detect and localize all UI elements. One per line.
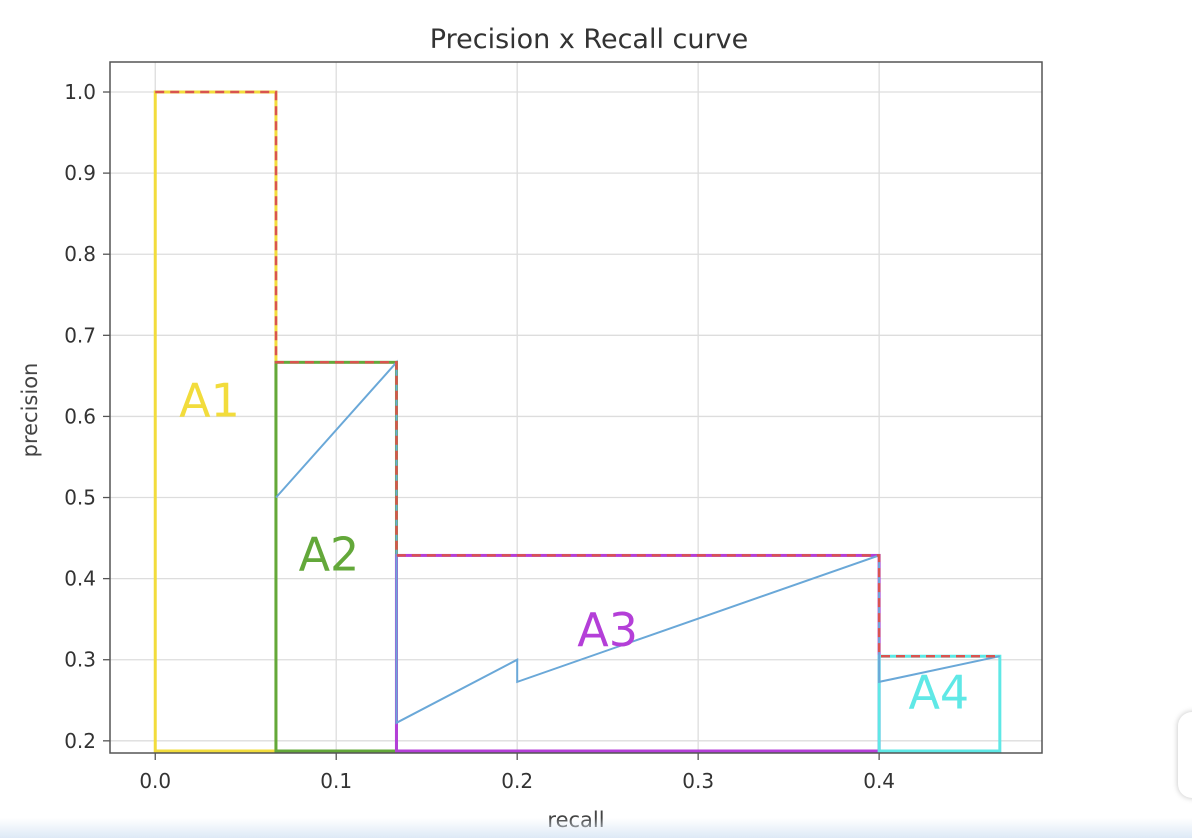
- x-tick-label: 0.0: [139, 769, 171, 793]
- y-axis-label: precision: [18, 363, 42, 458]
- plot-frame: [109, 61, 1043, 754]
- area-rect-a4: [877, 654, 1002, 753]
- x-tick-label: 0.4: [863, 769, 895, 793]
- y-tick-label: 0.8: [64, 242, 96, 266]
- y-tick-label: 1.0: [64, 80, 96, 104]
- region-label-a4: A4: [908, 665, 969, 719]
- x-tick-label: 0.1: [320, 769, 352, 793]
- chart-title: Precision x Recall curve: [430, 24, 748, 55]
- y-tick-label: 0.5: [64, 486, 96, 510]
- region-label-a3: A3: [577, 603, 638, 657]
- region-label-a1: A1: [179, 373, 240, 427]
- bottom-decoration: [0, 818, 1192, 838]
- x-axis-ticks: 0.0 0.1 0.2 0.3 0.4: [139, 753, 895, 793]
- grid-lines: [110, 62, 1042, 753]
- y-tick-label: 0.2: [64, 729, 96, 753]
- y-tick-label: 0.3: [64, 648, 96, 672]
- x-tick-label: 0.2: [501, 769, 533, 793]
- side-panel-edge: [1178, 712, 1192, 798]
- y-axis-ticks: 0.2 0.3 0.4 0.5 0.6 0.7 0.8 0.9 1.0: [64, 80, 110, 753]
- x-tick-label: 0.3: [682, 769, 714, 793]
- y-tick-label: 0.9: [64, 161, 96, 185]
- region-label-a2: A2: [299, 528, 360, 582]
- region-labels: A1 A2 A3 A4: [179, 373, 969, 719]
- series-lines: [155, 90, 1001, 725]
- y-tick-label: 0.7: [64, 323, 96, 347]
- y-tick-label: 0.6: [64, 404, 96, 428]
- interpolated-precision-line: [155, 90, 1000, 658]
- y-tick-label: 0.4: [64, 567, 96, 591]
